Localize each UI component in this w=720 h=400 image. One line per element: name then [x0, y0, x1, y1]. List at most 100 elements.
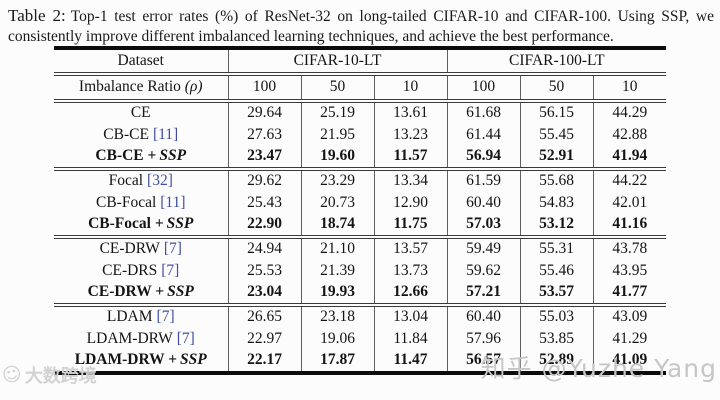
method-cell: CE: [54, 101, 228, 124]
table-row: CE-DRW [7] 24.94 21.10 13.57 59.49 55.31 43.78: [54, 235, 667, 260]
error-rate-cell: 12.90: [373, 192, 448, 214]
error-rate-cell: 24.94: [227, 235, 301, 260]
table-row: CB-CE [11] 27.63 21.95 13.23 61.44 55.45 42.88: [54, 124, 667, 146]
error-rate-cell: 57.03: [446, 214, 521, 237]
citation-link[interactable]: [11]: [152, 125, 179, 143]
error-rate-cell: 25.53: [227, 260, 301, 282]
error-rate-cell: 22.17: [227, 350, 301, 373]
error-rate-cell: 13.73: [373, 260, 448, 282]
citation-link[interactable]: [7]: [176, 329, 195, 347]
error-rate-cell: 22.97: [227, 328, 301, 350]
error-rate-cell: 41.94: [592, 146, 667, 169]
method-cell: LDAM-DRW + SSP: [54, 350, 228, 373]
error-rate-cell: 19.06: [300, 328, 374, 350]
error-rate-cell: 23.47: [227, 146, 301, 169]
error-rate-cell: 54.83: [519, 192, 594, 214]
error-rate-cell: 57.21: [446, 282, 521, 305]
citation-link[interactable]: [11]: [160, 193, 186, 211]
error-rate-cell: 12.66: [373, 282, 448, 305]
method-cell: CE-DRW [7]: [54, 235, 228, 260]
error-rate-cell: 55.45: [519, 124, 594, 146]
table-row: LDAM-DRW + SSP 22.17 17.87 11.47 56.57 52.89 41…: [54, 350, 667, 373]
error-rate-cell: 56.94: [446, 146, 521, 169]
error-rate-cell: 57.96: [446, 328, 521, 350]
error-rate-cell: 18.74: [300, 214, 374, 237]
method-name: CE: [130, 104, 151, 121]
method-cell: LDAM-DRW [7]: [54, 328, 228, 350]
method-cell: Focal [32]: [54, 167, 228, 192]
ssp-label: SSP: [167, 283, 194, 300]
method-name: CE-DRW +: [87, 283, 165, 300]
error-rate-cell: 41.77: [592, 282, 667, 305]
method-name: CE-DRW: [99, 240, 160, 257]
method-cell: CB-CE + SSP: [54, 146, 228, 169]
error-rate-cell: 59.49: [446, 235, 521, 260]
error-rate-cell: 23.29: [300, 167, 374, 192]
table-row: CB-Focal [11] 25.43 20.73 12.90 60.40 54.83 42.…: [54, 192, 667, 214]
smiley-logo-icon: ☺: [0, 362, 24, 388]
error-rate-cell: 21.10: [300, 235, 374, 260]
header-row-datasets: Dataset CIFAR-10-LT CIFAR-100-LT: [54, 48, 667, 76]
header-group-cifar10lt: CIFAR-10-LT: [228, 48, 448, 76]
error-rate-cell: 27.63: [227, 124, 301, 146]
error-rate-cell: 44.29: [592, 101, 667, 124]
error-rate-cell: 19.93: [300, 282, 374, 305]
error-rate-cell: 20.73: [300, 192, 374, 214]
imbalance-label: Imbalance Ratio: [78, 78, 181, 95]
error-rate-cell: 44.22: [592, 167, 667, 192]
error-rate-cell: 61.44: [446, 124, 521, 146]
citation-link[interactable]: [7]: [156, 308, 175, 325]
results-table-wrapper: Dataset CIFAR-10-LT CIFAR-100-LT Imbalan…: [54, 46, 667, 375]
error-rate-cell: 41.16: [592, 214, 667, 237]
header-ratio: 50: [519, 74, 594, 103]
header-imbalance-ratio: Imbalance Ratio (ρ): [54, 74, 228, 103]
header-ratio: 10: [592, 74, 667, 103]
header-ratio: 50: [300, 74, 374, 103]
error-rate-cell: 59.62: [446, 260, 521, 282]
error-rate-cell: 41.29: [592, 328, 667, 350]
table-row: CE-DRS [7] 25.53 21.39 13.73 59.62 55.46 43.95: [54, 260, 667, 282]
citation-link[interactable]: [7]: [163, 240, 182, 257]
citation-link[interactable]: [7]: [161, 261, 180, 279]
error-rate-cell: 13.57: [373, 235, 448, 260]
header-dataset: Dataset: [54, 48, 229, 76]
table-caption: Table 2: Top-1 test error rates (%) of Re…: [8, 5, 714, 48]
error-rate-cell: 19.60: [300, 146, 374, 169]
error-rate-cell: 13.34: [373, 167, 448, 192]
table-row: LDAM [7] 26.65 23.18 13.04 60.40 55.03 43.09: [54, 303, 667, 328]
table-row: CE-DRW + SSP 23.04 19.93 12.66 57.21 53.57 41.7…: [54, 282, 667, 305]
header-ratio: 100: [227, 74, 301, 103]
method-name: CB-CE: [103, 125, 149, 143]
method-name: CB-CE +: [95, 147, 157, 164]
method-name: CB-Focal +: [88, 215, 164, 232]
method-name: CE-DRS: [102, 261, 158, 279]
caption-text: Top-1 test error rates (%) of ResNet-32 …: [8, 8, 714, 46]
error-rate-cell: 13.04: [373, 303, 448, 328]
error-rate-cell: 53.12: [519, 214, 594, 237]
error-rate-cell: 23.18: [300, 303, 374, 328]
method-cell: LDAM [7]: [54, 303, 228, 328]
error-rate-cell: 29.64: [227, 101, 301, 124]
error-rate-cell: 42.88: [592, 124, 667, 146]
header-ratio: 10: [373, 74, 448, 103]
error-rate-cell: 61.68: [446, 101, 521, 124]
error-rate-cell: 21.39: [300, 260, 374, 282]
error-rate-cell: 55.68: [519, 167, 594, 192]
table-row: CB-CE + SSP 23.47 19.60 11.57 56.94 52.91 41.94: [54, 146, 667, 169]
method-cell: CB-Focal + SSP: [54, 214, 228, 237]
error-rate-cell: 43.95: [592, 260, 667, 282]
ssp-label: SSP: [180, 351, 207, 368]
error-rate-cell: 41.09: [592, 350, 667, 373]
rho-symbol: (ρ): [184, 78, 203, 95]
header-group-cifar100lt: CIFAR-100-LT: [447, 48, 667, 76]
error-rate-cell: 42.01: [592, 192, 667, 214]
error-rate-cell: 60.40: [446, 303, 521, 328]
table-row: CE 29.64 25.19 13.61 61.68 56.15 44.29: [54, 101, 667, 124]
citation-link[interactable]: [32]: [147, 172, 173, 189]
error-rate-cell: 22.90: [227, 214, 301, 237]
method-name: Focal: [108, 172, 144, 189]
error-rate-cell: 52.89: [519, 350, 594, 373]
error-rate-cell: 52.91: [519, 146, 594, 169]
table-row: Focal [32] 29.62 23.29 13.34 61.59 55.68 44.22: [54, 167, 667, 192]
error-rate-cell: 60.40: [446, 192, 521, 214]
